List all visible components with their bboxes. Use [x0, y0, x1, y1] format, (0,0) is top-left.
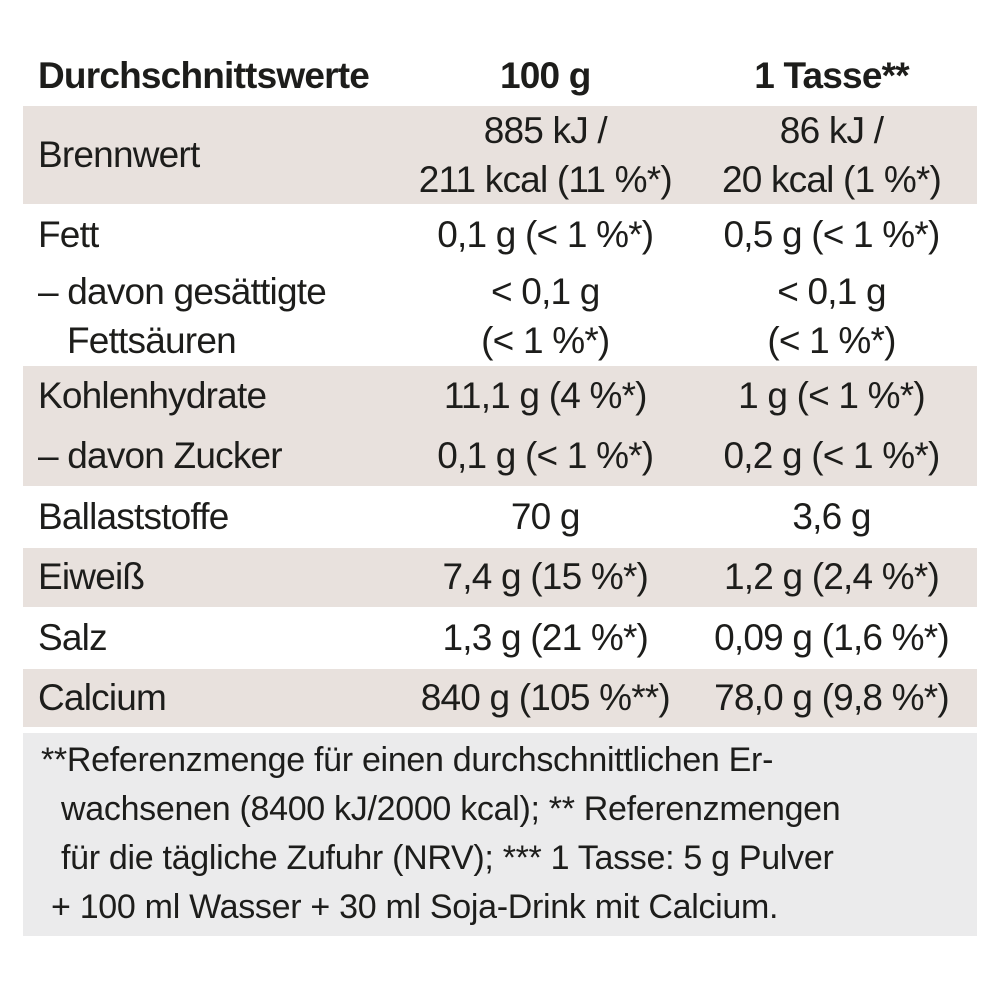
row-davon-zucker: – davon Zucker 0,1 g (< 1 %*) 0,2 g (< 1… [23, 426, 977, 486]
cell-value-tasse: 0,09 g (1,6 %*) [714, 616, 950, 658]
cell-label: Eiweiß [38, 556, 145, 598]
footnote-line: + 100 ml Wasser + 30 ml Soja-Drink mit C… [51, 888, 779, 926]
cell-label: – davon Zucker [38, 434, 283, 476]
cell-label: Kohlenhydrate [38, 374, 267, 416]
cell-value-tasse: 78,0 g (9,8 %*) [714, 676, 950, 718]
cell-value-100g: 1,3 g (21 %*) [442, 616, 649, 658]
cell-value-100g: 840 g (105 %**) [420, 676, 671, 718]
cell-label: Salz [38, 616, 108, 658]
cell-value-100g: 70 g [510, 495, 581, 537]
cell-value-tasse: 1 g (< 1 %*) [738, 374, 926, 416]
footnote-line: **Referenzmenge für einen durchschnittli… [41, 741, 774, 779]
cell-value-100g: 885 kJ / 211 kcal (11 %*) [418, 110, 673, 200]
row-gesaettigte-fettsaeuren: – davon gesättigte Fettsäuren < 0,1 g (<… [23, 266, 977, 366]
cell-value-100g: 7,4 g (15 %*) [442, 556, 649, 598]
row-brennwert: Brennwert 885 kJ / 211 kcal (11 %*) 86 k… [23, 106, 977, 204]
cell-value-100g: 0,1 g (< 1 %*) [437, 213, 654, 255]
row-fett: Fett 0,1 g (< 1 %*) 0,5 g (< 1 %*) [23, 204, 977, 266]
cell-value-100g: 0,1 g (< 1 %*) [437, 434, 654, 476]
cell-label: Brennwert [38, 133, 200, 175]
nutrition-label: Durchschnittswerte 100 g 1 Tasse** Brenn… [23, 0, 977, 936]
header-label-column: Durchschnittswerte [38, 54, 370, 96]
cell-value-tasse: 0,2 g (< 1 %*) [723, 434, 940, 476]
footnote-line: für die tägliche Zufuhr (NRV); *** 1 Tas… [61, 839, 834, 877]
cell-value-tasse: 1,2 g (2,4 %*) [723, 556, 940, 598]
header-tasse-column: 1 Tasse** [754, 54, 909, 96]
cell-label: Ballaststoffe [38, 495, 229, 537]
cell-label: Fett [38, 213, 99, 255]
block-kohlenhydrate: Kohlenhydrate 11,1 g (4 %*) 1 g (< 1 %*)… [23, 366, 977, 486]
cell-value-tasse: < 0,1 g (< 1 %*) [767, 271, 896, 361]
row-ballaststoffe: Ballaststoffe 70 g 3,6 g [23, 486, 977, 548]
cell-value-tasse: 3,6 g [792, 495, 871, 537]
row-kohlenhydrate: Kohlenhydrate 11,1 g (4 %*) 1 g (< 1 %*) [23, 366, 977, 426]
footnote-line: wachsenen (8400 kJ/2000 kcal); ** Refere… [61, 790, 841, 828]
row-calcium: Calcium 840 g (105 %**) 78,0 g (9,8 %*) [23, 669, 977, 727]
cell-value-tasse: 0,5 g (< 1 %*) [723, 213, 940, 255]
header-100g-column: 100 g [499, 54, 591, 96]
cell-value-100g: < 0,1 g (< 1 %*) [481, 271, 610, 361]
cell-value-tasse: 86 kJ / 20 kcal (1 %*) [721, 110, 942, 200]
cell-label: Calcium [38, 676, 167, 718]
table-header: Durchschnittswerte 100 g 1 Tasse** [23, 46, 977, 106]
row-salz: Salz 1,3 g (21 %*) 0,09 g (1,6 %*) [23, 607, 977, 669]
cell-label: – davon gesättigte Fettsäuren [38, 271, 327, 361]
footnote: **Referenzmenge für einen durchschnittli… [23, 733, 977, 936]
row-eiweiss: Eiweiß 7,4 g (15 %*) 1,2 g (2,4 %*) [23, 548, 977, 607]
cell-value-100g: 11,1 g (4 %*) [443, 374, 648, 416]
